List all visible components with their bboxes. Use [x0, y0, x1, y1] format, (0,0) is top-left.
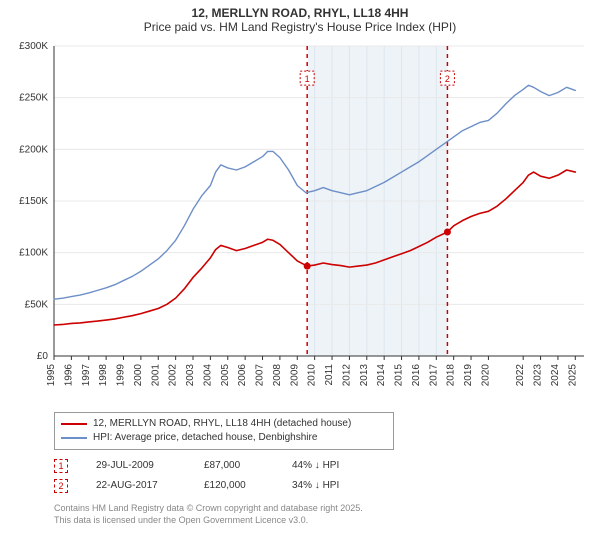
- svg-text:2025: 2025: [567, 364, 578, 387]
- legend-swatch: [61, 437, 87, 439]
- legend-item: 12, MERLLYN ROAD, RHYL, LL18 4HH (detach…: [61, 417, 387, 431]
- svg-text:2010: 2010: [307, 364, 318, 387]
- marker-table: 1 29-JUL-2009 £87,000 44% ↓ HPI 2 22-AUG…: [54, 456, 600, 496]
- chart-title-block: 12, MERLLYN ROAD, RHYL, LL18 4HH Price p…: [0, 0, 600, 36]
- legend-swatch: [61, 423, 87, 425]
- marker-price: £87,000: [204, 456, 264, 476]
- svg-text:1999: 1999: [116, 364, 127, 387]
- svg-text:1997: 1997: [81, 364, 92, 387]
- svg-text:2005: 2005: [220, 364, 231, 387]
- svg-text:2004: 2004: [202, 364, 213, 387]
- svg-text:£300K: £300K: [19, 41, 48, 52]
- svg-text:2008: 2008: [272, 364, 283, 387]
- svg-text:2014: 2014: [376, 364, 387, 387]
- chart-title-line2: Price paid vs. HM Land Registry's House …: [0, 20, 600, 34]
- svg-text:2012: 2012: [341, 364, 352, 387]
- marker-id-box: 2: [54, 479, 68, 493]
- svg-text:2019: 2019: [463, 364, 474, 387]
- chart-title-line1: 12, MERLLYN ROAD, RHYL, LL18 4HH: [0, 6, 600, 20]
- marker-id-box: 1: [54, 459, 68, 473]
- svg-text:1998: 1998: [98, 364, 109, 387]
- table-row: 2 22-AUG-2017 £120,000 34% ↓ HPI: [54, 476, 600, 496]
- chart-svg: £0 £50K £100K £150K £200K £250K £300K 1995 1996 1…: [0, 36, 600, 406]
- footer: Contains HM Land Registry data © Crown c…: [54, 502, 600, 526]
- svg-text:2007: 2007: [255, 364, 266, 387]
- svg-text:2020: 2020: [480, 364, 491, 387]
- svg-text:2006: 2006: [237, 364, 248, 387]
- svg-text:£0: £0: [37, 351, 49, 362]
- legend-item: HPI: Average price, detached house, Denb…: [61, 431, 387, 445]
- marker-price: £120,000: [204, 476, 264, 496]
- legend: 12, MERLLYN ROAD, RHYL, LL18 4HH (detach…: [54, 412, 394, 450]
- svg-text:2017: 2017: [428, 364, 439, 387]
- svg-text:£100K: £100K: [19, 248, 48, 259]
- svg-text:2015: 2015: [394, 364, 405, 387]
- marker-delta: 34% ↓ HPI: [292, 476, 372, 496]
- marker-date: 22-AUG-2017: [96, 476, 176, 496]
- svg-text:£50K: £50K: [25, 299, 49, 310]
- svg-text:£200K: £200K: [19, 144, 48, 155]
- footer-line: Contains HM Land Registry data © Crown c…: [54, 502, 600, 514]
- svg-text:2018: 2018: [446, 364, 457, 387]
- svg-text:1995: 1995: [46, 364, 57, 387]
- footer-line: This data is licensed under the Open Gov…: [54, 514, 600, 526]
- svg-text:£150K: £150K: [19, 196, 48, 207]
- chart-area: £0 £50K £100K £150K £200K £250K £300K 1995 1996 1…: [0, 36, 600, 406]
- svg-text:2009: 2009: [289, 364, 300, 387]
- legend-label: HPI: Average price, detached house, Denb…: [93, 431, 317, 445]
- marker-date: 29-JUL-2009: [96, 456, 176, 476]
- svg-text:2003: 2003: [185, 364, 196, 387]
- svg-text:2022: 2022: [515, 364, 526, 387]
- svg-text:2: 2: [445, 74, 450, 84]
- svg-text:2001: 2001: [150, 364, 161, 387]
- svg-text:1: 1: [305, 74, 310, 84]
- svg-text:2023: 2023: [533, 364, 544, 387]
- table-row: 1 29-JUL-2009 £87,000 44% ↓ HPI: [54, 456, 600, 476]
- svg-text:2016: 2016: [411, 364, 422, 387]
- marker-delta: 44% ↓ HPI: [292, 456, 372, 476]
- svg-text:2013: 2013: [359, 364, 370, 387]
- svg-text:£250K: £250K: [19, 93, 48, 104]
- svg-text:2011: 2011: [324, 364, 335, 386]
- legend-label: 12, MERLLYN ROAD, RHYL, LL18 4HH (detach…: [93, 417, 351, 431]
- svg-text:1996: 1996: [63, 364, 74, 387]
- svg-text:2024: 2024: [550, 364, 561, 387]
- svg-text:2002: 2002: [168, 364, 179, 387]
- svg-text:2000: 2000: [133, 364, 144, 387]
